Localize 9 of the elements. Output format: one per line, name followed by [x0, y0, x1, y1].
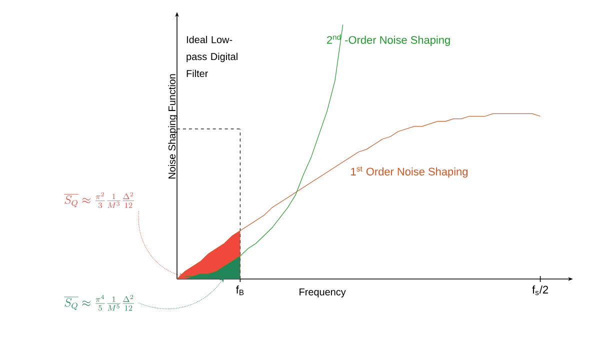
x-tick-label: f$_{B}$ [236, 286, 244, 296]
x-tick-label: f$_{s}$/2 [532, 286, 548, 296]
text: $\overline{S_Q} \approx \frac{\pi^2}{3}\frac{1}{M^3}\frac{\Delta^2}{12}$ [64, 192, 134, 208]
text: $\overline{S_Q} \approx \frac{\pi^4}{5}\frac{1}{M^5}\frac{\Delta^2}{12}$ [64, 294, 134, 311]
series-label: 1$^{st}$ Order Noise Shaping [351, 166, 468, 178]
series-label: 2$^{nd}$ -Order Noise Shaping [327, 34, 450, 46]
annotation: Ideal Low-pass Digital Filter [186, 36, 238, 78]
y-axis-title: Noise Shaping Function [168, 74, 178, 179]
x-axis-title: Frequency [300, 288, 346, 298]
